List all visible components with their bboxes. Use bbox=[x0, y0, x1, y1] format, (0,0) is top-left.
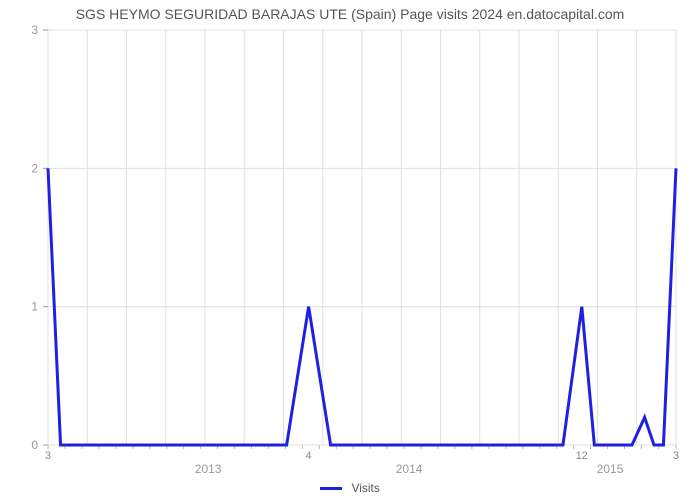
legend-label: Visits bbox=[351, 481, 379, 495]
chart-legend: Visits bbox=[0, 481, 700, 495]
svg-text:2015: 2015 bbox=[597, 462, 624, 476]
chart-title: SGS HEYMO SEGURIDAD BARAJAS UTE (Spain) … bbox=[0, 6, 700, 22]
svg-text:3: 3 bbox=[673, 450, 679, 462]
chart-svg: 012320132014201534123 bbox=[0, 0, 700, 500]
svg-text:2014: 2014 bbox=[396, 462, 423, 476]
svg-text:2013: 2013 bbox=[195, 462, 222, 476]
svg-text:0: 0 bbox=[31, 438, 38, 452]
svg-text:12: 12 bbox=[576, 450, 588, 462]
chart-wrap: SGS HEYMO SEGURIDAD BARAJAS UTE (Spain) … bbox=[0, 0, 700, 500]
svg-text:3: 3 bbox=[31, 23, 38, 37]
svg-text:4: 4 bbox=[306, 450, 312, 462]
legend-swatch bbox=[320, 487, 342, 490]
svg-text:1: 1 bbox=[31, 300, 38, 314]
svg-text:2: 2 bbox=[31, 161, 38, 175]
svg-text:3: 3 bbox=[45, 450, 51, 462]
